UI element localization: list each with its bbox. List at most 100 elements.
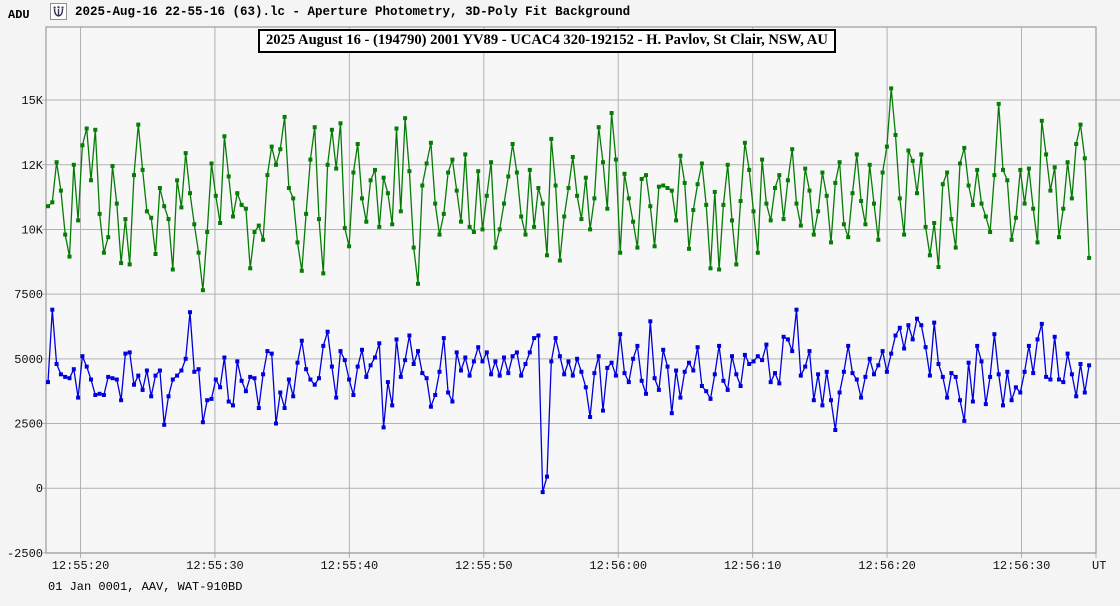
- data-point: [648, 204, 653, 209]
- data-point: [381, 425, 386, 430]
- data-point: [669, 411, 674, 416]
- data-point: [183, 151, 188, 156]
- data-point: [540, 201, 545, 206]
- data-point: [243, 206, 248, 211]
- data-point: [725, 162, 730, 167]
- data-point: [93, 127, 98, 132]
- data-point: [626, 380, 631, 385]
- data-point: [497, 227, 502, 232]
- data-point: [54, 362, 59, 366]
- data-point: [1018, 390, 1023, 395]
- data-point: [626, 196, 631, 201]
- data-point: [459, 219, 463, 224]
- data-point: [970, 399, 975, 404]
- data-point: [992, 173, 997, 178]
- data-point: [471, 230, 476, 234]
- data-point: [545, 253, 549, 258]
- data-point: [566, 186, 571, 190]
- data-point: [644, 391, 648, 396]
- data-point: [648, 319, 653, 324]
- data-point: [510, 142, 515, 146]
- data-point: [798, 223, 803, 228]
- data-point: [678, 153, 683, 158]
- data-point: [480, 227, 485, 232]
- data-point: [132, 382, 136, 387]
- data-point: [829, 398, 833, 403]
- data-point: [441, 211, 446, 216]
- data-point: [1001, 167, 1005, 172]
- x-tick-label: 12:55:40: [321, 559, 379, 573]
- data-point: [411, 245, 416, 250]
- data-point: [394, 126, 399, 131]
- data-point: [738, 384, 743, 388]
- data-point: [880, 349, 885, 354]
- x-tick-label: 12:56:10: [724, 559, 782, 573]
- data-point: [291, 196, 296, 201]
- data-point: [996, 101, 1001, 106]
- data-point: [58, 188, 63, 193]
- data-point: [308, 377, 313, 382]
- data-point: [936, 265, 941, 269]
- data-point: [1078, 362, 1083, 366]
- data-point: [910, 337, 915, 342]
- data-point: [583, 175, 588, 180]
- data-point: [269, 144, 274, 149]
- data-point: [669, 188, 674, 193]
- data-point: [157, 368, 162, 373]
- data-point: [859, 395, 864, 400]
- data-point: [209, 396, 214, 401]
- data-point: [652, 244, 657, 249]
- plot-area[interactable]: [46, 27, 1096, 553]
- data-point: [605, 206, 610, 211]
- data-point: [454, 350, 459, 355]
- data-point: [923, 224, 928, 229]
- data-point: [1048, 188, 1053, 193]
- data-point: [373, 355, 377, 360]
- data-point: [721, 378, 726, 383]
- data-point: [1065, 160, 1070, 165]
- data-point: [975, 167, 980, 172]
- data-point: [656, 387, 661, 392]
- data-point: [80, 143, 85, 148]
- data-point: [863, 374, 868, 379]
- data-point: [764, 201, 769, 206]
- data-point: [299, 268, 304, 273]
- data-point: [712, 372, 717, 377]
- data-point: [622, 371, 627, 376]
- data-point: [833, 428, 838, 432]
- data-point: [282, 406, 287, 410]
- data-point: [760, 358, 765, 363]
- data-point: [329, 364, 334, 369]
- data-point: [493, 245, 498, 250]
- data-point: [338, 349, 343, 354]
- data-point: [816, 209, 821, 214]
- data-point: [1078, 122, 1083, 127]
- data-point: [54, 160, 59, 165]
- data-point: [420, 371, 425, 376]
- data-point: [850, 371, 855, 376]
- data-point: [1026, 166, 1031, 171]
- comparison-star-green-markers: [46, 86, 1092, 293]
- data-point: [588, 227, 593, 232]
- data-point: [188, 310, 192, 315]
- data-point: [1057, 235, 1061, 240]
- vertical-gridlines: [80, 27, 1097, 558]
- data-point: [510, 354, 515, 359]
- window-title: 2025-Aug-16 22-55-16 (63).lc - Aperture …: [75, 5, 631, 19]
- data-point: [188, 191, 192, 196]
- data-point: [545, 474, 549, 479]
- data-point: [144, 209, 149, 214]
- data-point: [1048, 377, 1053, 382]
- data-point: [484, 350, 489, 355]
- data-point: [84, 364, 89, 369]
- data-point: [665, 364, 670, 369]
- data-point: [50, 200, 55, 205]
- data-point: [1009, 237, 1014, 242]
- data-point: [1057, 377, 1061, 382]
- data-point: [502, 355, 506, 360]
- data-point: [364, 374, 369, 379]
- data-point: [773, 186, 777, 190]
- data-point: [927, 253, 932, 258]
- data-point: [209, 161, 214, 166]
